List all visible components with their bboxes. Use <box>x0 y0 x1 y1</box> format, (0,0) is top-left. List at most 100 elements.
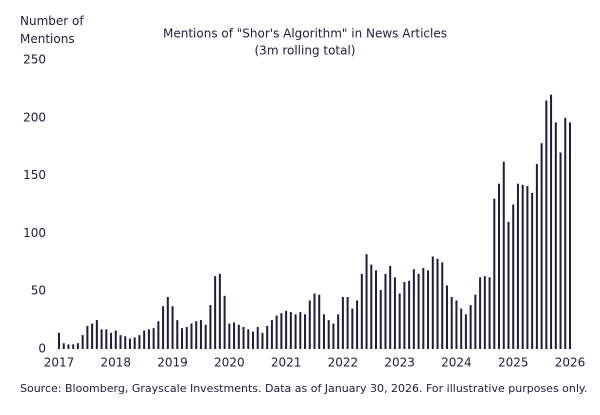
bar <box>157 321 160 349</box>
bar <box>408 280 411 349</box>
bar <box>460 308 463 349</box>
bar <box>176 320 179 349</box>
bar <box>422 268 425 349</box>
bar <box>133 337 136 349</box>
bar <box>138 335 141 349</box>
y-axis-label: Number of Mentions <box>20 14 84 46</box>
bar <box>327 320 330 349</box>
bar <box>393 277 396 349</box>
bar <box>237 324 240 349</box>
x-tick-label: 2018 <box>101 356 132 370</box>
bar <box>474 294 477 349</box>
bar <box>384 273 387 349</box>
bar <box>365 254 368 349</box>
bar <box>412 269 415 349</box>
bar <box>521 184 524 349</box>
bar <box>285 310 288 349</box>
bar <box>233 322 236 349</box>
bar <box>550 94 553 350</box>
bar <box>251 331 254 349</box>
bar <box>247 329 250 349</box>
bar <box>209 305 212 349</box>
bar <box>214 276 217 349</box>
chart-subtitle: (3m rolling total) <box>255 44 356 58</box>
bar <box>531 192 534 349</box>
bar <box>464 314 467 349</box>
bar <box>204 324 207 349</box>
bar <box>375 270 378 349</box>
bar <box>479 277 482 349</box>
bar <box>507 221 510 349</box>
bar <box>516 183 519 349</box>
bar <box>398 293 401 349</box>
bar <box>370 264 373 349</box>
bar <box>346 296 349 349</box>
bar <box>427 270 430 349</box>
bar <box>147 329 150 349</box>
bar <box>332 323 335 349</box>
bar <box>526 186 529 349</box>
bar <box>540 143 543 349</box>
bar <box>218 273 221 349</box>
x-tick-label: 2025 <box>498 356 529 370</box>
bar <box>488 277 491 349</box>
bar <box>114 330 117 349</box>
bar <box>351 308 354 349</box>
bar <box>294 314 297 349</box>
bar <box>441 262 444 349</box>
bar <box>72 344 75 349</box>
bar <box>469 305 472 349</box>
bar <box>195 321 198 349</box>
bar <box>270 320 273 349</box>
bar <box>318 294 321 349</box>
bar <box>62 343 65 349</box>
bar <box>119 335 122 349</box>
bar <box>162 306 165 349</box>
bar <box>95 320 98 349</box>
x-tick-label: 2023 <box>384 356 415 370</box>
bar <box>313 293 316 349</box>
y-tick-label: 200 <box>23 110 46 124</box>
bar <box>436 258 439 349</box>
bar <box>483 276 486 349</box>
bar <box>569 122 571 349</box>
x-tick-label: 2019 <box>157 356 188 370</box>
bar <box>86 325 89 349</box>
bar <box>261 332 264 349</box>
bar <box>360 273 363 349</box>
bar <box>304 314 307 349</box>
bar <box>356 300 359 349</box>
bar <box>81 335 84 349</box>
bar <box>445 285 448 349</box>
bar <box>242 327 245 349</box>
bar <box>502 161 505 349</box>
bar <box>512 204 515 349</box>
x-tick-label: 2026 <box>555 356 586 370</box>
bar <box>181 328 184 349</box>
bar <box>498 183 501 349</box>
bar <box>564 117 567 349</box>
bar <box>280 313 283 349</box>
bar <box>143 330 146 349</box>
bar <box>275 315 278 349</box>
bar <box>171 306 174 349</box>
bar <box>58 332 60 349</box>
bar <box>337 314 340 349</box>
x-tick-label: 2020 <box>214 356 245 370</box>
y-tick-label: 250 <box>23 53 46 67</box>
bar <box>166 296 169 349</box>
x-tick-label: 2017 <box>44 356 75 370</box>
y-tick-label: 50 <box>31 284 46 298</box>
bar <box>379 290 382 349</box>
bar <box>228 323 231 349</box>
bar <box>128 338 131 349</box>
bar <box>431 256 434 349</box>
bar <box>545 100 548 350</box>
bar <box>105 329 108 349</box>
bar <box>559 152 562 349</box>
bar <box>554 122 557 349</box>
bar <box>124 336 127 349</box>
bar <box>110 332 113 349</box>
bar <box>67 344 70 349</box>
